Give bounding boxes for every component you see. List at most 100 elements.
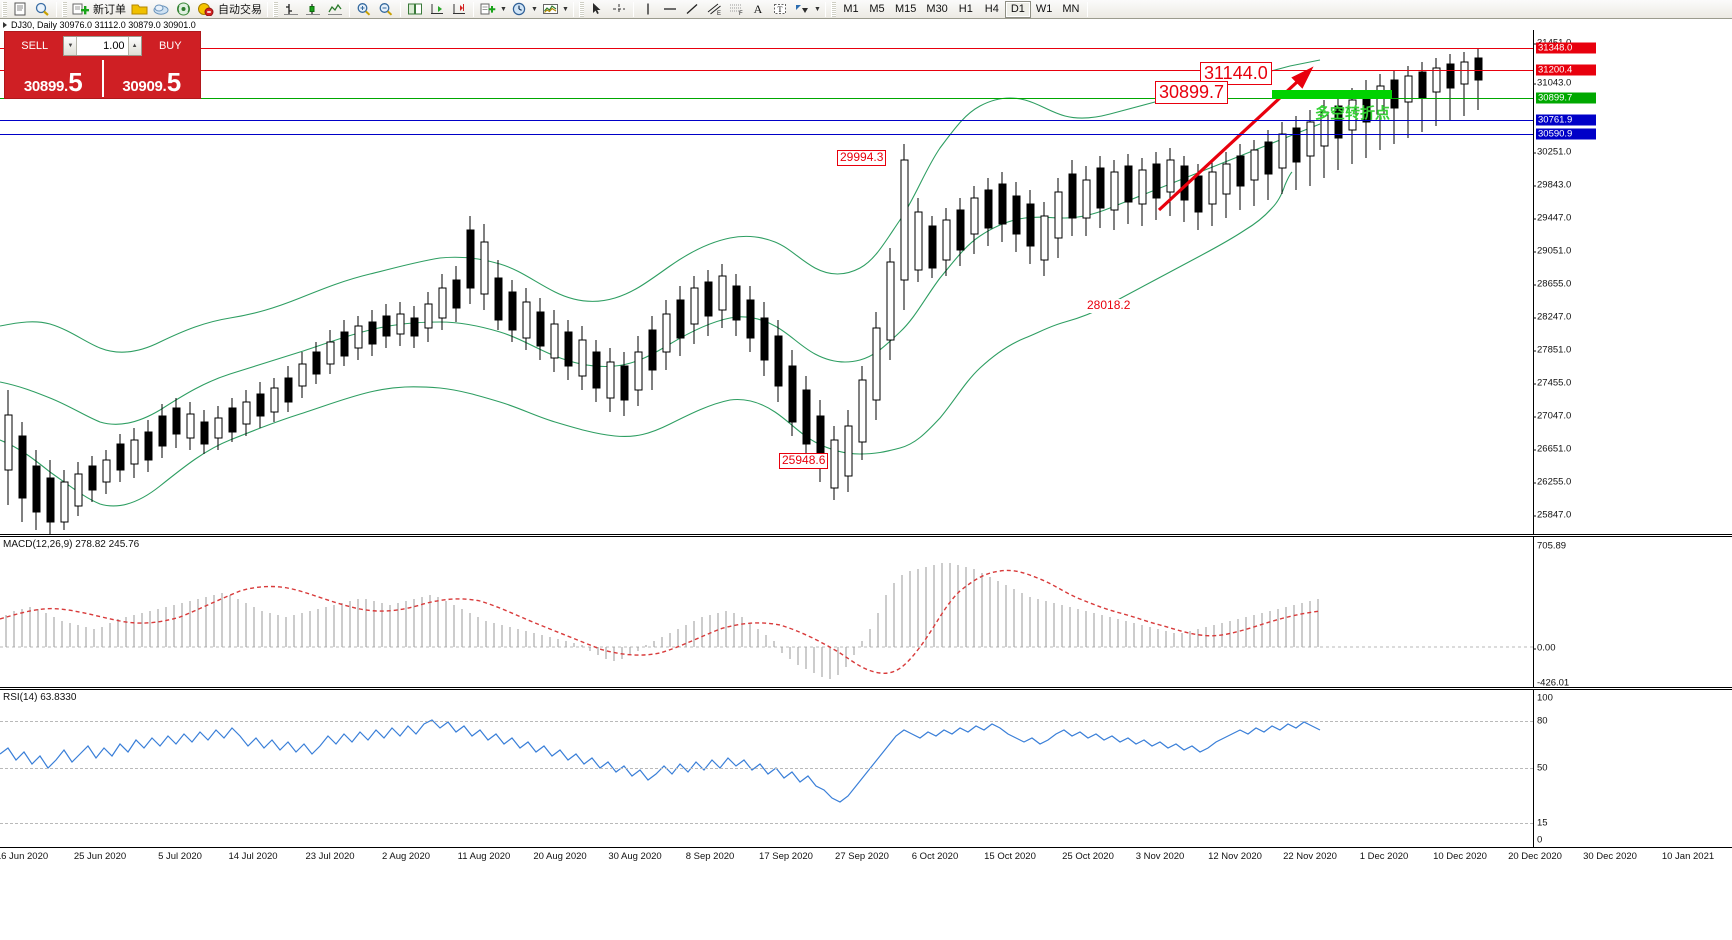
- cursor-arrow-icon[interactable]: [586, 0, 608, 18]
- date-axis[interactable]: 16 Jun 2020 25 Jun 2020 5 Jul 2020 14 Ju…: [0, 848, 1732, 940]
- buy-price[interactable]: 30909 . 5: [104, 60, 201, 97]
- resistance-line-31348[interactable]: [0, 48, 1533, 49]
- folder-icon[interactable]: [128, 0, 150, 18]
- rsi-axis[interactable]: 100 80 50 15 0: [1533, 690, 1732, 847]
- date-tick: 17 Sep 2020: [759, 851, 813, 862]
- volume-value[interactable]: 1.00: [103, 40, 125, 52]
- price-axis[interactable]: 31451.0 31348.0 31200.4 31043.0 30899.7 …: [1532, 30, 1732, 534]
- date-tick: 30 Dec 2020: [1583, 851, 1637, 862]
- date-tick: 10 Dec 2020: [1433, 851, 1487, 862]
- macd-tick: 0.00: [1533, 642, 1556, 654]
- period-clock-icon[interactable]: [508, 0, 530, 18]
- timeframe-d1[interactable]: D1: [1004, 0, 1031, 18]
- horizontal-line-icon[interactable]: [659, 0, 681, 18]
- annotation-bull-bear-turning-point[interactable]: 多空转折点: [1315, 104, 1391, 122]
- chevron-down-icon-3[interactable]: ▼: [562, 5, 569, 13]
- sell-price[interactable]: 30899 . 5: [5, 60, 104, 97]
- fibonacci-icon[interactable]: F: [725, 0, 747, 18]
- date-tick: 20 Dec 2020: [1508, 851, 1562, 862]
- rsi-line: [0, 719, 1321, 803]
- volume-increase-button[interactable]: ▲: [127, 37, 141, 55]
- zoom-in-icon[interactable]: [353, 0, 375, 18]
- toolbar-grip-3[interactable]: [273, 1, 278, 17]
- buy-button[interactable]: BUY: [144, 35, 196, 57]
- new-order-label[interactable]: 新订单: [93, 4, 126, 16]
- chart-symbol-bar: DJ30, Daily 30976.0 31112.0 30879.0 3090…: [0, 19, 1732, 30]
- toolbar-separator-7: [633, 1, 634, 17]
- chevron-down-icon[interactable]: ▼: [500, 5, 507, 13]
- collapse-triangle-icon[interactable]: [3, 21, 7, 28]
- volume-stepper[interactable]: ▼ 1.00 ▲: [63, 36, 142, 56]
- macd-series-svg: [0, 563, 1533, 679]
- autotrade-icon[interactable]: [194, 0, 216, 18]
- chevron-down-icon-4[interactable]: ▼: [814, 5, 821, 13]
- crosshair-icon[interactable]: [608, 0, 630, 18]
- vertical-line-icon[interactable]: [637, 0, 659, 18]
- annotation-30899[interactable]: 30899.7: [1155, 81, 1229, 104]
- volume-decrease-button[interactable]: ▼: [64, 37, 78, 55]
- timeframe-m1[interactable]: M1: [843, 3, 859, 15]
- bar-chart-icon[interactable]: [280, 0, 302, 18]
- cloud-icon[interactable]: [150, 0, 172, 18]
- templates-icon[interactable]: [539, 0, 561, 18]
- annotation-28018[interactable]: 28018.2: [1085, 298, 1133, 313]
- svg-text:E: E: [717, 11, 721, 16]
- timeframe-m30[interactable]: M30: [926, 3, 948, 15]
- rsi-series-svg: [0, 719, 1321, 803]
- bollinger-middle-band: [0, 123, 1321, 425]
- annotation-31144[interactable]: 31144.0: [1200, 62, 1272, 85]
- support-line-30761[interactable]: [0, 120, 1533, 121]
- shapes-icon[interactable]: [791, 0, 813, 18]
- signal-icon[interactable]: [172, 0, 194, 18]
- timeframe-w1[interactable]: W1: [1035, 3, 1053, 15]
- sell-button[interactable]: SELL: [9, 35, 61, 57]
- macd-signal-line: [0, 569, 1321, 674]
- toolbar-grip-2[interactable]: [62, 1, 67, 17]
- timeframe-m5[interactable]: M5: [869, 3, 885, 15]
- support-line-30590[interactable]: [0, 134, 1533, 135]
- chart-area: 31144.0 30899.7 29994.3 28018.2 25948.6 …: [0, 30, 1732, 940]
- rsi-level-15: [0, 823, 1533, 824]
- timeframe-mn[interactable]: MN: [1062, 3, 1080, 15]
- rsi-pane[interactable]: RSI(14) 63.8330 100 80 50 15 0: [0, 689, 1732, 848]
- macd-pane[interactable]: MACD(12,26,9) 278.82 245.76: [0, 536, 1732, 689]
- new-chart-icon[interactable]: [9, 0, 31, 18]
- bull-bear-line-30899[interactable]: [0, 98, 1533, 99]
- toolbar-grip[interactable]: [2, 1, 7, 17]
- text-icon[interactable]: A: [753, 1, 763, 16]
- trendline-icon[interactable]: [681, 0, 703, 18]
- macd-plot[interactable]: [0, 537, 1533, 687]
- timeframe-h1[interactable]: H1: [958, 3, 973, 15]
- candlestick-chart-icon[interactable]: [302, 0, 324, 18]
- price-tick: 31043.0: [1532, 77, 1572, 89]
- tile-windows-icon[interactable]: [404, 0, 426, 18]
- resistance-line-31200[interactable]: [0, 70, 1533, 71]
- equidistant-channel-icon[interactable]: E: [703, 0, 725, 18]
- profiles-icon[interactable]: [31, 0, 53, 18]
- new-order-icon[interactable]: [69, 0, 91, 18]
- macd-axis[interactable]: 705.89 0.00 -426.01: [1533, 537, 1732, 689]
- toolbar-grip-4[interactable]: [579, 1, 584, 17]
- annotation-29994[interactable]: 29994.3: [837, 150, 887, 166]
- add-indicator-icon[interactable]: [477, 0, 499, 18]
- price-plot[interactable]: 31144.0 30899.7 29994.3 28018.2 25948.6 …: [0, 30, 1533, 534]
- text-label-icon[interactable]: T: [769, 0, 791, 18]
- macd-tick: -426.01: [1537, 677, 1570, 689]
- date-tick: 25 Jun 2020: [73, 851, 127, 862]
- annotation-25948[interactable]: 25948.6: [779, 453, 829, 469]
- one-click-trading-panel[interactable]: SELL ▼ 1.00 ▲ BUY 30899 . 5 30909 . 5: [4, 31, 201, 99]
- toolbar-grip-5[interactable]: [831, 1, 836, 17]
- rsi-plot[interactable]: [0, 690, 1533, 847]
- price-tick: 27047.0: [1532, 410, 1572, 422]
- chart-shift-icon[interactable]: [426, 0, 448, 18]
- timeframe-m15[interactable]: M15: [895, 3, 917, 15]
- chevron-down-icon-2[interactable]: ▼: [531, 5, 538, 13]
- autotrade-label[interactable]: 自动交易: [218, 4, 262, 16]
- timeframe-h4[interactable]: H4: [984, 3, 999, 15]
- zoom-out-icon[interactable]: [375, 0, 397, 18]
- bollinger-upper-band: [0, 59, 1321, 353]
- main-toolbar: 新订单 自动交易: [0, 0, 1732, 19]
- auto-scroll-icon[interactable]: [448, 0, 470, 18]
- line-chart-icon[interactable]: [324, 0, 346, 18]
- price-pane[interactable]: 31144.0 30899.7 29994.3 28018.2 25948.6 …: [0, 30, 1732, 535]
